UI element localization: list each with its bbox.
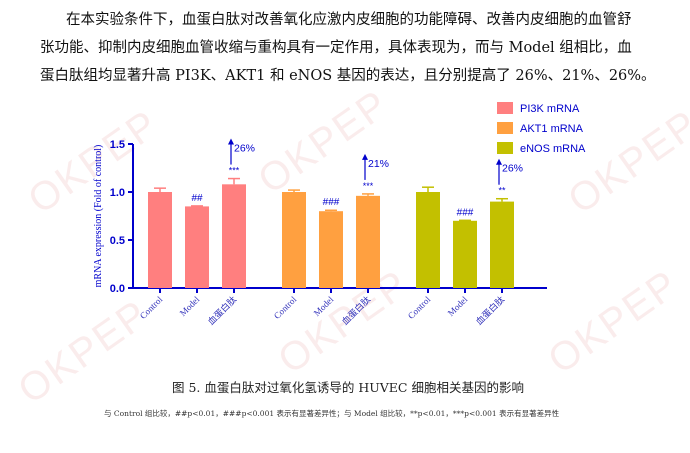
significance-mark: ***	[229, 166, 240, 176]
paragraph-line: 张功能、抑制内皮细胞血管收缩与重构具有一定作用，具体表现为，而与 Model 组…	[40, 40, 632, 56]
significance-mark: ##	[191, 193, 203, 204]
body-paragraph: 在本实验条件下，血蛋白肽对改善氧化应激内皮细胞的功能障碍、改善内皮细胞的血管舒 …	[40, 6, 664, 90]
significance-mark: **	[498, 186, 506, 196]
y-tick-label: 0.0	[110, 283, 125, 295]
x-tick-label: 血蛋白肽	[205, 294, 238, 327]
increase-label: 21%	[368, 158, 389, 170]
significance-mark: ###	[323, 197, 340, 208]
arrow-head-icon	[496, 158, 502, 165]
y-tick-label: 0.5	[110, 235, 125, 247]
bar	[222, 184, 246, 288]
x-tick-label: 血蛋白肽	[473, 294, 506, 327]
bar	[453, 220, 477, 288]
figure-note: 与 Control 组比较，##p<0.01，###p<0.001 表示有显著差…	[104, 409, 560, 418]
legend-swatch	[497, 122, 513, 134]
increase-label: 26%	[502, 163, 523, 175]
bar	[148, 192, 172, 288]
x-tick-label: Control	[138, 294, 165, 321]
arrow-head-icon	[362, 153, 368, 160]
x-tick-label: Model	[312, 294, 336, 318]
legend-swatch	[497, 142, 513, 154]
bar	[319, 211, 343, 288]
x-tick-label: Control	[406, 294, 433, 321]
legend-label: eNOS mRNA	[520, 143, 586, 155]
arrow-head-icon	[228, 138, 234, 145]
bar	[185, 206, 209, 288]
x-tick-label: Model	[446, 294, 470, 318]
paragraph-line: 在本实验条件下，血蛋白肽对改善氧化应激内皮细胞的功能障碍、改善内皮细胞的血管舒	[66, 12, 632, 28]
legend-label: AKT1 mRNA	[520, 123, 584, 135]
paragraph-line: 蛋白肽组均显著升高 PI3K、AKT1 和 eNOS 基因的表达，且分别提高了 …	[40, 68, 656, 84]
x-tick-label: 血蛋白肽	[339, 294, 372, 327]
y-tick-label: 1.0	[110, 187, 125, 199]
bar	[356, 195, 380, 288]
increase-label: 26%	[234, 143, 255, 155]
y-axis-label: mRNA expression (Fold of control)	[93, 145, 104, 288]
x-tick-label: Control	[272, 294, 299, 321]
figure-caption: 图 5. 血蛋白肽对过氧化氢诱导的 HUVEC 细胞相关基因的影响	[172, 380, 524, 395]
legend-swatch	[497, 102, 513, 114]
y-tick-label: 1.5	[110, 139, 125, 151]
significance-mark: ###	[457, 207, 474, 218]
bar-chart: 0.0 0.5 1.0 1.5 mRNA expression (Fold of con…	[93, 102, 586, 327]
legend-label: PI3K mRNA	[520, 103, 580, 115]
x-tick-label: Model	[178, 294, 202, 318]
significance-mark: ***	[363, 181, 374, 191]
bar	[282, 192, 306, 288]
bar	[416, 192, 440, 288]
bar	[490, 201, 514, 288]
